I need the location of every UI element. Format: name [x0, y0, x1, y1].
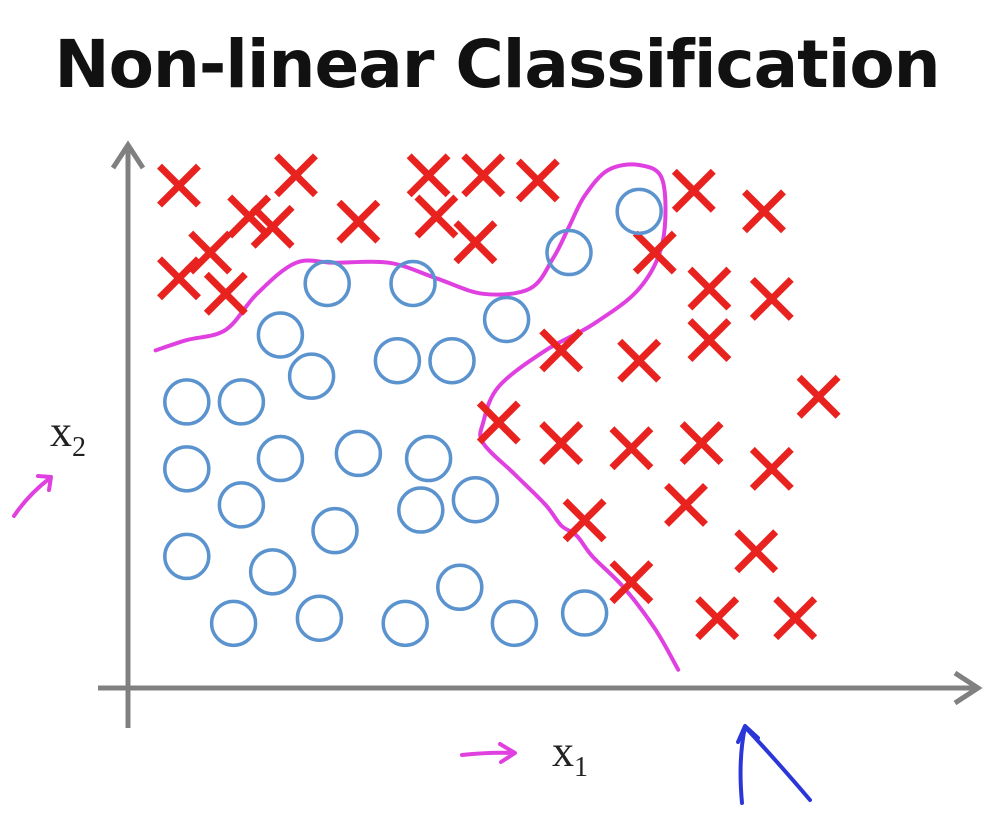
x-axis-label: x1	[552, 727, 588, 783]
positive-class-circle-point	[287, 352, 336, 400]
positive-class-circle-point	[295, 594, 344, 642]
x2-feature-pointer-arrow	[12, 474, 53, 518]
negative-class-cross-point	[157, 256, 201, 301]
x-axis-arrowhead	[953, 670, 983, 706]
negative-class-cross-point	[773, 596, 818, 641]
pen-annotations	[12, 474, 812, 805]
positive-class-circle-point	[217, 481, 266, 529]
positive-class-circle-point	[334, 429, 383, 478]
positive-class-circle-point	[615, 187, 663, 236]
decision-boundary-curve	[153, 162, 681, 672]
positive-class-circle-point	[303, 259, 351, 308]
negative-class-cross-point	[188, 230, 233, 275]
negative-class-cross-point	[414, 194, 459, 239]
positive-class-circle-point	[256, 434, 305, 483]
data-points-layer	[157, 153, 841, 648]
negative-class-cross-point	[539, 328, 584, 373]
positive-class-circle-point	[248, 548, 297, 596]
negative-class-cross-point	[250, 204, 295, 249]
positive-class-circle-point	[560, 589, 609, 637]
negative-class-cross-point	[274, 153, 318, 198]
negative-class-cross-point	[617, 338, 662, 383]
negative-class-cross-point	[609, 560, 654, 605]
positive-class-circle-point	[381, 599, 429, 648]
positive-class-circle-point	[311, 506, 359, 555]
negative-class-cross-point	[203, 271, 248, 316]
negative-class-cross-point	[796, 374, 841, 419]
negative-class-cross-point	[749, 446, 794, 491]
positive-class-circle-point	[451, 476, 500, 524]
negative-class-cross-point	[679, 421, 724, 466]
positive-class-circle-point	[490, 599, 539, 648]
negative-class-cross-point	[453, 220, 498, 265]
positive-class-circle-point	[397, 486, 445, 534]
positive-class-circle-point	[545, 228, 593, 277]
negative-class-cross-point	[336, 199, 381, 244]
negative-class-cross-point	[695, 596, 740, 641]
y-axis-arrowhead	[110, 140, 146, 170]
negative-class-cross-point	[687, 266, 732, 311]
negative-class-cross-point	[476, 400, 521, 445]
y-axis-label: x2	[50, 407, 86, 463]
negative-class-cross-point	[562, 498, 607, 543]
positive-class-circle-point	[389, 259, 437, 308]
negative-class-cross-point	[749, 276, 794, 321]
negative-class-cross-point	[539, 421, 584, 466]
chart-title: Non-linear Classification	[54, 26, 940, 103]
positive-class-circle-point	[163, 532, 211, 581]
positive-class-circle-point	[209, 599, 258, 648]
positive-class-circle-point	[436, 563, 484, 612]
positive-class-circle-point	[256, 311, 305, 359]
negative-class-cross-point	[157, 163, 201, 208]
boundary-pointer-arrow	[736, 724, 812, 805]
negative-class-cross-point	[734, 529, 779, 574]
positive-class-circle-point	[163, 378, 211, 426]
negative-class-cross-point	[687, 318, 732, 363]
negative-class-cross-point	[461, 153, 506, 198]
negative-class-cross-point	[515, 158, 560, 203]
positive-class-circle-point	[373, 336, 422, 385]
decision-boundary-layer	[153, 162, 681, 672]
negative-class-cross-point	[742, 189, 786, 234]
positive-class-circle-point	[163, 445, 211, 493]
negative-class-cross-point	[632, 230, 677, 275]
positive-class-circle-point	[404, 434, 453, 483]
positive-class-circle-point	[428, 336, 476, 385]
x1-feature-pointer-arrow	[460, 742, 517, 764]
negative-class-cross-point	[664, 482, 708, 527]
negative-class-cross-point	[227, 194, 272, 239]
positive-class-circle-point	[217, 378, 266, 426]
negative-class-cross-point	[406, 153, 451, 198]
negative-class-cross-point	[671, 168, 716, 213]
positive-class-circle-point	[482, 295, 531, 344]
negative-class-cross-point	[609, 426, 654, 471]
